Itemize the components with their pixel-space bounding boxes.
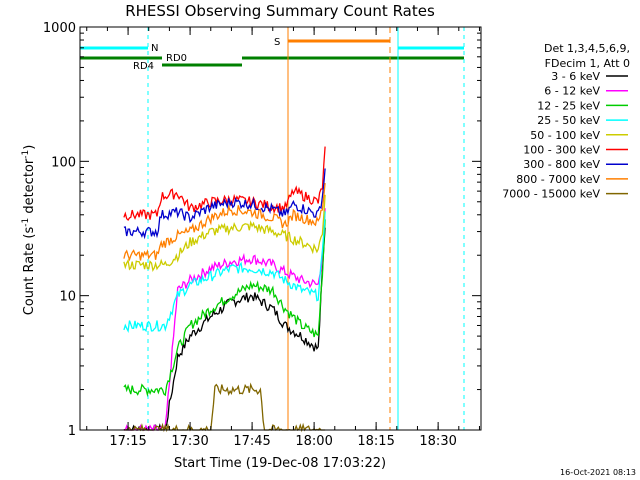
x-tick-label: 17:45 bbox=[233, 434, 270, 449]
x-tick-label: 18:15 bbox=[357, 434, 394, 449]
legend-entry-label: 800 - 7000 keV bbox=[516, 173, 600, 186]
n-bar-label: N bbox=[151, 43, 158, 54]
x-axis-label: Start Time (19-Dec-08 17:03:22) bbox=[174, 456, 386, 471]
y-tick-label: 1 bbox=[68, 424, 76, 439]
legend-entry-label: 3 - 6 keV bbox=[551, 70, 600, 83]
y-axis-label-mid: detector bbox=[22, 158, 37, 218]
y-axis-label: Count Rate (s-1 detector-1) bbox=[21, 145, 37, 316]
legend-entry-label: 12 - 25 keV bbox=[537, 99, 600, 112]
legend-entry-label: 100 - 300 keV bbox=[523, 144, 600, 157]
rd4-bar-label: RD4 bbox=[133, 61, 154, 72]
x-tick-label: 17:15 bbox=[109, 434, 146, 449]
series-layer bbox=[123, 146, 326, 433]
y-axis-label-sup1: -1 bbox=[21, 218, 31, 227]
legend-entry-label: 25 - 50 keV bbox=[537, 114, 600, 127]
y-tick-label: 100 bbox=[51, 155, 76, 170]
series-line-12-25-kev bbox=[123, 219, 326, 397]
s-bar-label: S bbox=[274, 37, 280, 48]
timestamp: 16-Oct-2021 08:13 bbox=[560, 468, 636, 477]
y-tick-label: 10 bbox=[59, 290, 76, 305]
legend-entry-label: 7000 - 15000 keV bbox=[502, 188, 600, 201]
series-line-800-7000-kev bbox=[123, 183, 326, 262]
observing-bars: N S RD0 RD4 bbox=[80, 27, 465, 430]
series-line-300-800-kev bbox=[123, 168, 326, 240]
y-axis: 1 10 100 1000 bbox=[43, 21, 481, 439]
legend-entry-label: 50 - 100 keV bbox=[530, 129, 600, 142]
series-line-25-50-kev bbox=[123, 211, 326, 333]
plot-frame bbox=[79, 26, 482, 431]
series-line-100-300-kev bbox=[123, 146, 326, 221]
x-tick-label: 18:30 bbox=[419, 434, 456, 449]
legend: Det 1,3,4,5,6,9, FDecim 1, Att 03 - 6 keV… bbox=[502, 42, 630, 201]
legend-entry-label: 300 - 800 keV bbox=[523, 158, 600, 171]
legend-header: FDecim 1, Att 0 bbox=[545, 57, 630, 70]
x-tick-label: 17:30 bbox=[171, 434, 208, 449]
y-axis-label-end: ) bbox=[22, 145, 37, 150]
rd0-bar-label: RD0 bbox=[166, 53, 187, 64]
y-axis-label-sup2: -1 bbox=[21, 150, 31, 159]
x-axis: 17:15 17:30 17:45 18:00 18:15 18:30 bbox=[86, 27, 480, 449]
x-tick-label: 18:00 bbox=[295, 434, 332, 449]
series-line-50-100-kev bbox=[123, 194, 326, 272]
chart-title: RHESSI Observing Summary Count Rates bbox=[125, 2, 435, 20]
y-tick-label: 1000 bbox=[43, 21, 76, 36]
y-axis-label-main: Count Rate (s bbox=[22, 227, 37, 316]
legend-header: Det 1,3,4,5,6,9, bbox=[544, 42, 630, 55]
legend-entry-label: 6 - 12 keV bbox=[544, 85, 600, 98]
